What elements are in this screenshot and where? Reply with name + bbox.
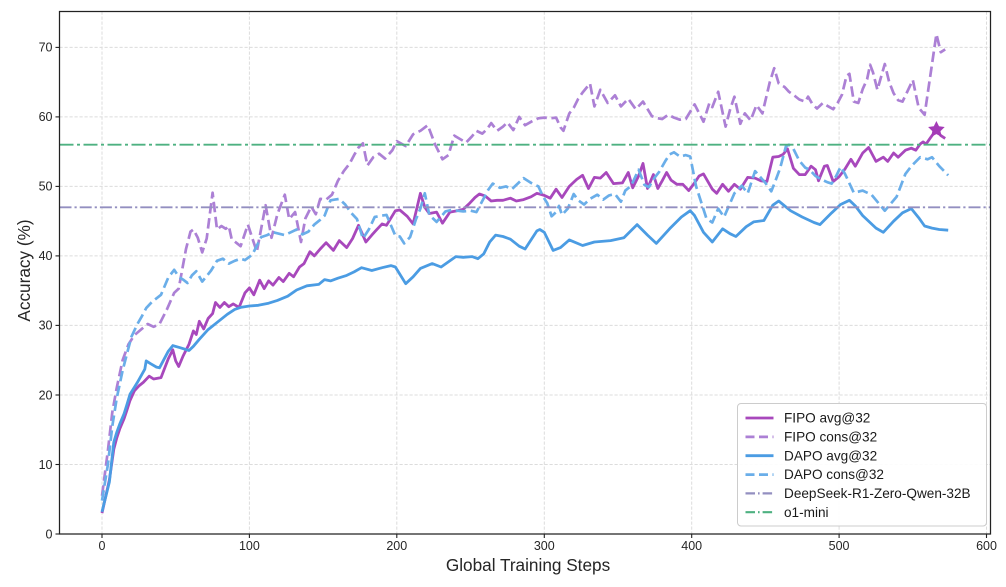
svg-text:Accuracy (%): Accuracy (%) bbox=[14, 219, 34, 321]
svg-text:30: 30 bbox=[39, 319, 53, 333]
svg-text:o1-mini: o1-mini bbox=[784, 505, 829, 520]
svg-text:400: 400 bbox=[681, 539, 702, 553]
svg-text:DAPO avg@32: DAPO avg@32 bbox=[784, 448, 877, 463]
svg-text:Global Training Steps: Global Training Steps bbox=[446, 555, 610, 575]
svg-text:0: 0 bbox=[46, 527, 53, 541]
svg-text:40: 40 bbox=[39, 249, 53, 263]
svg-text:0: 0 bbox=[99, 539, 106, 553]
svg-text:200: 200 bbox=[386, 539, 407, 553]
svg-text:DAPO cons@32: DAPO cons@32 bbox=[784, 467, 884, 482]
svg-text:100: 100 bbox=[239, 539, 260, 553]
svg-text:DeepSeek-R1-Zero-Qwen-32B: DeepSeek-R1-Zero-Qwen-32B bbox=[784, 486, 971, 501]
svg-text:10: 10 bbox=[39, 458, 53, 472]
svg-text:500: 500 bbox=[829, 539, 850, 553]
svg-text:50: 50 bbox=[39, 180, 53, 194]
svg-text:300: 300 bbox=[534, 539, 555, 553]
svg-text:600: 600 bbox=[976, 539, 997, 553]
svg-text:FIPO avg@32: FIPO avg@32 bbox=[784, 411, 870, 426]
svg-text:70: 70 bbox=[39, 41, 53, 55]
svg-text:60: 60 bbox=[39, 110, 53, 124]
svg-text:20: 20 bbox=[39, 388, 53, 402]
svg-text:FIPO cons@32: FIPO cons@32 bbox=[784, 430, 877, 445]
